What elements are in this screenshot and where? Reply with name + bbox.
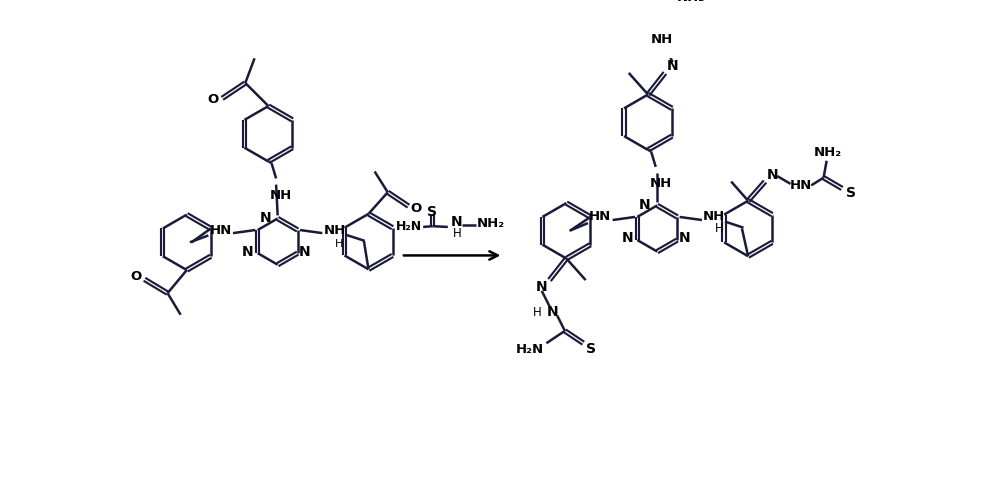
Text: NH₂: NH₂ bbox=[814, 146, 842, 159]
Text: H: H bbox=[453, 226, 461, 240]
Text: N: N bbox=[242, 245, 253, 260]
Text: NH: NH bbox=[323, 224, 346, 237]
Text: H: H bbox=[335, 239, 343, 249]
Text: NH₂: NH₂ bbox=[676, 0, 704, 4]
Text: N: N bbox=[767, 168, 779, 182]
Text: HN: HN bbox=[210, 224, 232, 237]
Text: H₂N: H₂N bbox=[395, 221, 422, 233]
Text: NH: NH bbox=[651, 33, 673, 46]
Text: N: N bbox=[536, 280, 548, 294]
Text: N: N bbox=[678, 231, 690, 245]
Text: N: N bbox=[547, 305, 558, 319]
Text: H₂N: H₂N bbox=[515, 343, 544, 356]
Text: NH: NH bbox=[270, 189, 292, 202]
Text: S: S bbox=[846, 186, 856, 200]
Text: O: O bbox=[130, 271, 142, 283]
Text: O: O bbox=[207, 93, 219, 106]
Text: N: N bbox=[667, 59, 678, 73]
Text: NH₂: NH₂ bbox=[477, 217, 505, 229]
Text: NH: NH bbox=[703, 210, 725, 224]
Text: S: S bbox=[586, 342, 596, 356]
Text: N: N bbox=[451, 215, 463, 229]
Text: O: O bbox=[411, 202, 422, 215]
Text: N: N bbox=[621, 231, 633, 245]
Text: HN: HN bbox=[589, 210, 611, 224]
Text: S: S bbox=[625, 0, 635, 3]
Text: H: H bbox=[533, 306, 542, 319]
Text: H: H bbox=[714, 222, 723, 235]
Text: N: N bbox=[299, 245, 310, 260]
Text: HN: HN bbox=[789, 179, 812, 192]
Text: N: N bbox=[260, 211, 271, 225]
Text: NH: NH bbox=[650, 177, 672, 191]
Text: N: N bbox=[639, 198, 651, 211]
Text: S: S bbox=[427, 205, 437, 219]
